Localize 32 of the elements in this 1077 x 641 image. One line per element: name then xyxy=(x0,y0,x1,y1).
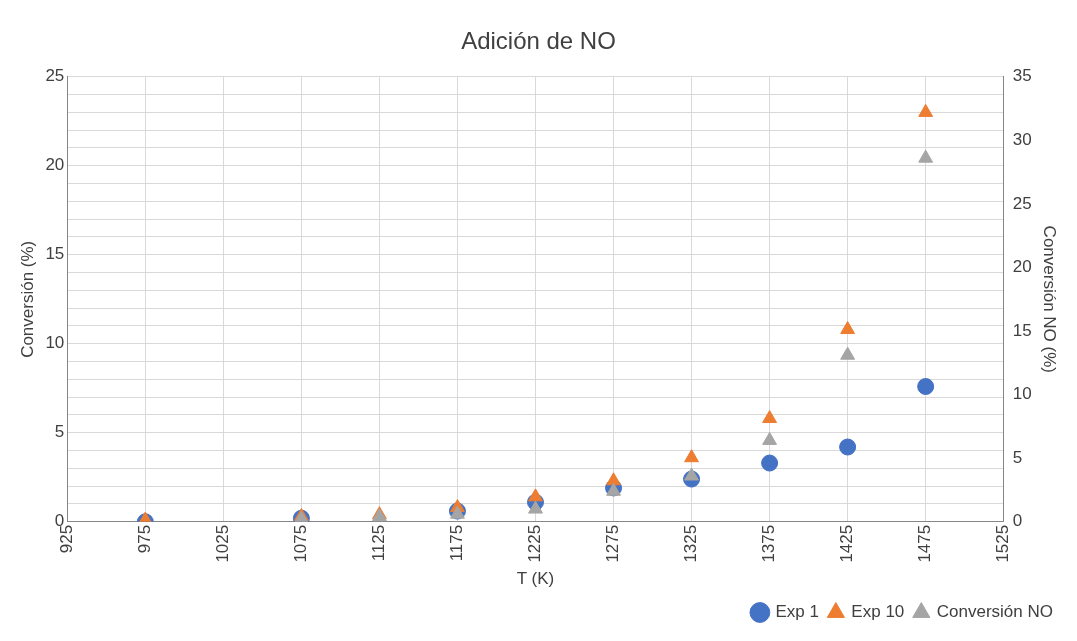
x-tick-label: 1525 xyxy=(993,524,1013,563)
x-axis-title: T (K) xyxy=(516,569,555,589)
x-tick-label: 1325 xyxy=(681,524,701,563)
legend-label: Exp 1 xyxy=(775,602,819,622)
x-tick-label: 1225 xyxy=(525,524,545,563)
y-tick-label: 5 xyxy=(54,422,65,442)
x-tick-label: 1275 xyxy=(603,524,623,563)
x-tick-label: 1025 xyxy=(213,524,233,563)
x-tick-label: 1475 xyxy=(915,524,935,563)
x-tick-label: 1075 xyxy=(291,524,311,563)
x-tick-label: 975 xyxy=(135,524,155,554)
y-tick-label: 15 xyxy=(45,244,65,264)
y-tick-label: 20 xyxy=(45,155,65,175)
y2-tick-label: 20 xyxy=(1012,257,1032,277)
y2-tick-label: 5 xyxy=(1012,447,1023,467)
y2-tick-label: 35 xyxy=(1012,66,1032,86)
y2-tick-label: 25 xyxy=(1012,193,1032,213)
x-tick-label: 1425 xyxy=(837,524,857,563)
y2-tick-label: 0 xyxy=(1012,511,1023,531)
legend-label: Exp 10 xyxy=(851,602,905,622)
y2-tick-label: 10 xyxy=(1012,384,1032,404)
x-tick-label: 1375 xyxy=(759,524,779,563)
x-tick-label: 1175 xyxy=(447,524,467,562)
y2-tick-label: 15 xyxy=(1012,320,1032,340)
y-tick-label: 10 xyxy=(45,333,65,353)
legend-label: Conversión NO xyxy=(936,602,1054,622)
y2-axis-title: Conversión NO (%) xyxy=(1040,225,1060,373)
y-tick-label: 25 xyxy=(45,66,65,86)
y-axis-title: Conversión (%) xyxy=(17,240,37,358)
y2-tick-label: 30 xyxy=(1012,130,1032,150)
chart-title: Adición de NO xyxy=(461,27,616,55)
x-tick-label: 1125 xyxy=(369,524,389,562)
